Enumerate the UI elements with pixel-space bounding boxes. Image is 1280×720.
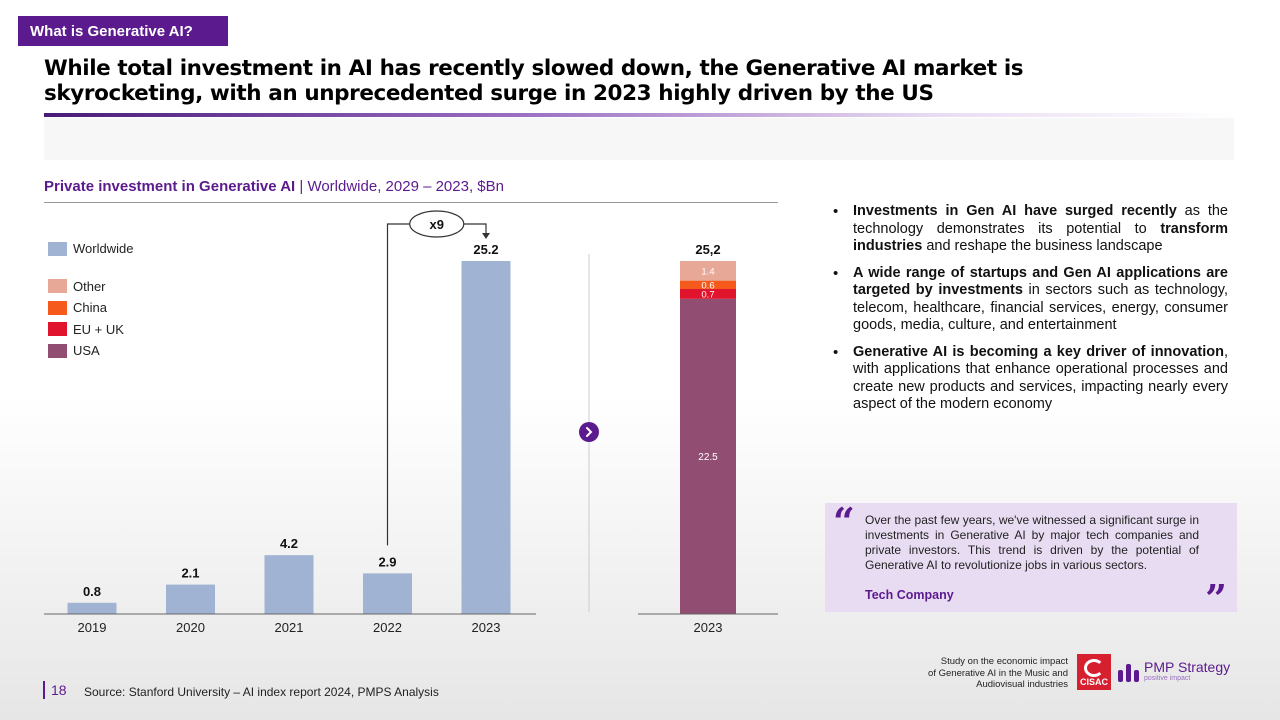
page-number: 18 — [51, 682, 67, 698]
bar-2023 — [461, 261, 511, 614]
legend-swatch-worldwide — [48, 241, 67, 256]
pmp-logo-name: PMP Strategy — [1144, 659, 1231, 675]
section-tag: What is Generative AI? — [18, 16, 228, 46]
bullet-bold: Investments in Gen AI have surged recent… — [853, 203, 1177, 219]
legend-item-worldwide: Worldwide — [48, 238, 133, 260]
bar-2019 — [67, 602, 117, 614]
bar-2021 — [264, 555, 314, 614]
quote-author: Tech Company — [865, 588, 954, 602]
quote-box: “ Over the past few years, we've witness… — [825, 499, 1237, 618]
stacked-total-label: 25,2 — [695, 242, 720, 257]
bar-value-label: 25.2 — [473, 242, 498, 257]
stacked-segment-eu-uk — [680, 289, 736, 299]
bar-value-label: 0.8 — [83, 584, 101, 599]
stacked-segment-other — [680, 261, 736, 281]
bullet-text: as the technology demonstrates its poten… — [853, 203, 1228, 237]
bullet-bold: transform industries — [853, 220, 1228, 255]
bullet-bold: A wide range of startups and Gen AI appl… — [853, 264, 1228, 299]
chart-title: Private investment in Generative AI | Wo… — [44, 178, 504, 195]
chevron-right-icon — [579, 422, 599, 442]
quote-text: Over the past few years, we've witnessed… — [865, 513, 1199, 572]
pmp-logo-tagline: positive impact — [1144, 675, 1191, 682]
chart-title-separator: | — [295, 178, 308, 195]
legend-swatch-other — [48, 279, 67, 294]
open-quote-icon: “ — [833, 499, 855, 544]
bar-value-label: 4.2 — [280, 536, 298, 551]
x-tick-label: 2019 — [78, 620, 107, 635]
cisac-logo-text: CISAC — [1079, 677, 1108, 687]
bullet-item: A wide range of startups and Gen AI appl… — [830, 265, 1228, 335]
legend-swatch-china — [48, 300, 67, 315]
bullet-text: , with applications that enhance operati… — [853, 343, 1228, 413]
page-number-bar — [43, 681, 45, 699]
legend-swatch-eu-uk — [48, 322, 67, 337]
close-quote-icon: ” — [1205, 576, 1227, 621]
legend-label-usa: USA — [73, 343, 100, 359]
x-tick-label: 2020 — [176, 620, 205, 635]
segment-value-label: 0.7 — [701, 289, 714, 300]
study-title-line: of Generative AI in the Music and — [928, 667, 1068, 679]
growth-annotation-bubble — [409, 210, 465, 238]
bar-2022 — [363, 573, 412, 614]
stacked-x-tick-label: 2023 — [694, 620, 723, 635]
x-tick-label: 2022 — [373, 620, 402, 635]
bullet-bold: Generative AI is becoming a key driver o… — [853, 343, 1224, 360]
legend-swatch-usa — [48, 343, 67, 358]
legend-label-worldwide: Worldwide — [73, 241, 134, 257]
study-title: Study on the economic impact of Generati… — [880, 656, 1068, 691]
bar-value-label: 2.1 — [181, 566, 199, 581]
bullet-text: in sectors such as technology, telecom, … — [853, 282, 1228, 333]
legend-item-other: Other — [48, 276, 133, 298]
bullet-item: Generative AI is becoming a key driver o… — [830, 344, 1228, 414]
headline: While total investment in AI has recentl… — [44, 56, 1024, 106]
legend-item-china: China — [48, 297, 133, 319]
chart-legend: Worldwide Other China EU + UK USA — [48, 238, 133, 362]
legend-item-eu-uk: EU + UK — [48, 319, 133, 341]
x-tick-label: 2021 — [275, 620, 304, 635]
chart-title-rule — [44, 202, 778, 203]
cisac-logo: CISAC — [1077, 654, 1111, 690]
legend-label-china: China — [73, 300, 107, 316]
chart-title-rest: Worldwide, 2029 – 2023, $Bn — [307, 178, 504, 195]
segment-value-label: 22.5 — [698, 452, 718, 463]
source-note: Source: Stanford University – AI index r… — [84, 685, 439, 699]
segment-value-label: 0.6 — [701, 280, 714, 291]
pmp-mark-icon — [1118, 662, 1140, 682]
growth-annotation-label: x9 — [430, 217, 444, 232]
legend-label-other: Other — [73, 278, 106, 294]
segment-value-label: 1.4 — [701, 266, 714, 277]
chart-title-bold: Private investment in Generative AI — [44, 178, 296, 195]
bar-2020 — [166, 584, 215, 614]
stacked-segment-china — [680, 280, 736, 290]
growth-arrow-head — [482, 233, 490, 239]
bullet-text: and reshape the business landscape — [922, 238, 1163, 254]
chevron-right-glyph — [586, 427, 593, 437]
study-title-line: Audiovisual industries — [976, 679, 1068, 690]
investment-chart: 0.8 2019 2.1 2020 4.2 2021 2.9 2022 25.2 2023 x9 22… — [44, 210, 778, 635]
bar-value-label: 2.9 — [378, 554, 396, 569]
x-tick-label: 2023 — [472, 620, 501, 635]
legend-item-usa: USA — [48, 340, 133, 362]
study-title-line: Study on the economic impact — [940, 656, 1068, 667]
bullet-list: Investments in Gen AI have surged recent… — [830, 203, 1228, 423]
stacked-segment-usa — [680, 298, 736, 614]
headline-rule — [44, 113, 1234, 117]
header-panel — [44, 118, 1234, 160]
cisac-ring-icon — [1084, 659, 1104, 677]
legend-label-eu-uk: EU + UK — [73, 321, 124, 337]
bullet-item: Investments in Gen AI have surged recent… — [830, 203, 1228, 256]
